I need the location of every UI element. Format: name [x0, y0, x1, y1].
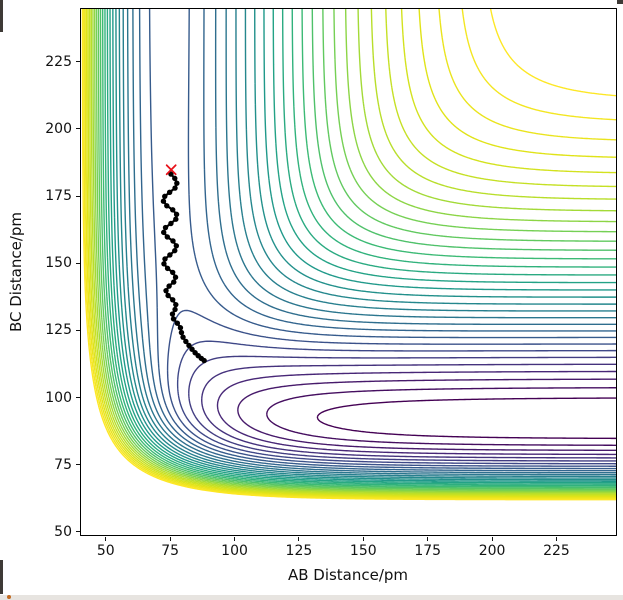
x-tick-label: 100: [221, 543, 248, 559]
contour-canvas: [80, 8, 617, 536]
x-tick-label: 175: [414, 543, 442, 559]
x-axis-label: AB Distance/pm: [287, 566, 409, 584]
taskbar-dot: [7, 595, 11, 599]
x-tick-label: 125: [285, 543, 313, 559]
y-tick-label: 75: [54, 456, 72, 473]
x-tick-label: 225: [543, 543, 570, 559]
x-tick-label: 75: [161, 543, 180, 559]
x-tick-label: 200: [478, 543, 506, 559]
y-tick-label: 150: [45, 255, 72, 272]
x-tick-label: 50: [96, 543, 115, 559]
screen-edge-artifact-top-left: [0, 0, 3, 32]
y-tick-mark: [76, 329, 80, 331]
screen-edge-artifact-bottom-left: [0, 560, 3, 594]
y-tick-mark: [76, 262, 80, 264]
y-tick-mark: [76, 531, 80, 533]
x-tick-mark: [555, 537, 557, 541]
x-tick-label: 150: [349, 543, 377, 559]
x-tick-mark: [491, 537, 493, 541]
y-tick-mark: [76, 464, 80, 466]
x-tick-mark: [169, 537, 171, 541]
y-tick-label: 125: [45, 322, 72, 339]
y-tick-label: 200: [45, 120, 72, 137]
plot-area: [80, 8, 617, 536]
y-axis-label: BC Distance/pm: [7, 211, 25, 333]
y-tick-label: 225: [45, 53, 72, 70]
x-tick-mark: [298, 537, 300, 541]
taskbar-strip: [0, 595, 623, 600]
screen-edge-artifact-top-right: [617, 0, 623, 4]
x-tick-mark: [427, 537, 429, 541]
y-tick-mark: [76, 61, 80, 63]
y-tick-mark: [76, 195, 80, 197]
y-tick-label: 175: [45, 188, 72, 205]
y-tick-mark: [76, 128, 80, 130]
x-tick-mark: [234, 537, 236, 541]
y-tick-label: 50: [54, 523, 72, 540]
y-tick-mark: [76, 397, 80, 399]
x-tick-mark: [105, 537, 107, 541]
y-tick-label: 100: [45, 389, 72, 406]
x-tick-mark: [362, 537, 364, 541]
